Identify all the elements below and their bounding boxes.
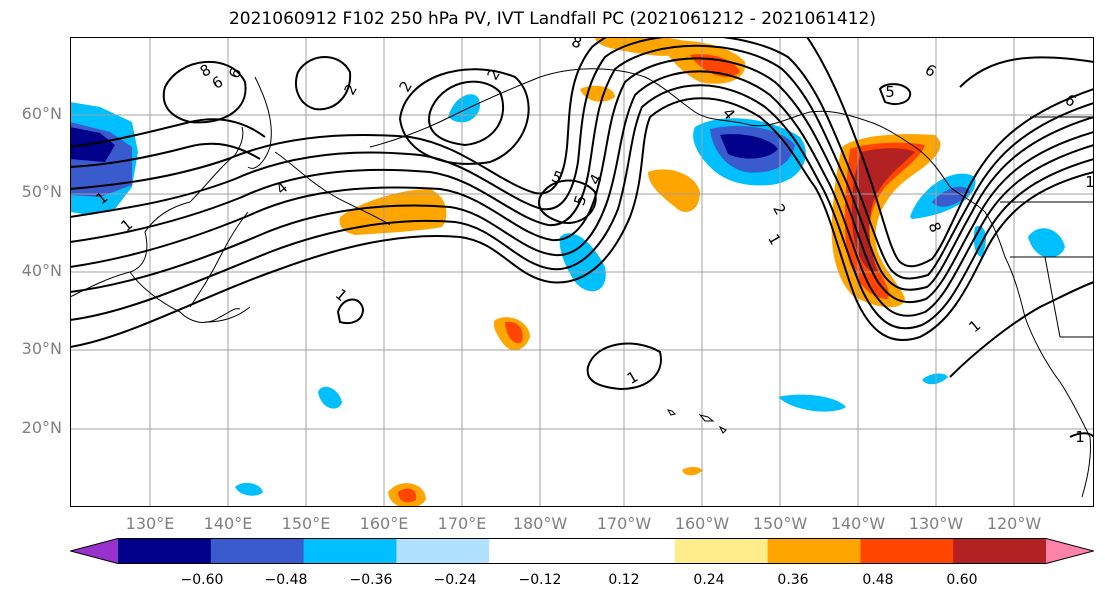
latitude-label: 40°N: [21, 261, 62, 280]
colorbar-outline: [70, 538, 1094, 564]
pv-contour-closed: [295, 56, 352, 111]
colorbar-tick-label: 0.36: [777, 572, 809, 588]
pv-contour-closed: [538, 179, 597, 224]
latitude-label: 20°N: [21, 418, 62, 437]
pos-anomaly-small: [648, 169, 700, 212]
longitude-label: 130°W: [908, 514, 964, 533]
contour-label: 5: [885, 83, 895, 101]
neg-anomaly-small: [559, 233, 606, 292]
pos-anomaly-kuroshio: [339, 189, 447, 235]
longitude-label: 140°E: [203, 514, 253, 533]
coastline-hawaii: [666, 409, 727, 434]
colorbar-tick-label: 0.12: [608, 572, 640, 588]
pv-contour-closed: [162, 60, 247, 124]
pos-anomaly-mid-core: [505, 321, 523, 344]
pv-contours: [70, 37, 1094, 438]
pv-contour-closed: [336, 298, 365, 325]
longitude-label: 160°E: [359, 514, 409, 533]
pv-contour-closed: [398, 68, 530, 165]
longitude-label: 170°E: [437, 514, 487, 533]
longitude-label: 170°W: [596, 514, 652, 533]
neg-anomaly-small: [778, 394, 846, 412]
pv-contour-closed: [586, 342, 662, 391]
latitude-label: 30°N: [21, 339, 62, 358]
neg-anomaly-small: [235, 482, 263, 496]
pv-contour: [1069, 432, 1094, 438]
colorbar-segment: [767, 538, 861, 564]
coastline-kamchatka: [247, 76, 391, 226]
colorbar-tick-label: 0.60: [946, 572, 978, 588]
pv-contour: [70, 44, 1094, 291]
gridlines: [70, 37, 1094, 507]
pv-contour: [70, 142, 261, 168]
colorbar: [70, 538, 1094, 564]
latitude-label: 60°N: [21, 104, 62, 123]
longitude-label: 160°W: [674, 514, 730, 533]
colorbar-segment: [303, 538, 397, 564]
ivt-shading: [70, 37, 1065, 507]
contour-label: 1: [1085, 173, 1094, 191]
colorbar-tick-label: −0.12: [518, 572, 562, 588]
pv-contour-closed: [428, 80, 505, 147]
neg-anomaly-small: [922, 373, 948, 385]
longitude-label: 150°E: [281, 514, 331, 533]
neg-anomaly-small: [318, 386, 342, 409]
longitude-label: 150°W: [752, 514, 808, 533]
pv-contour: [70, 118, 266, 148]
colorbar-segment: [396, 538, 490, 564]
pv-contour: [805, 37, 1094, 268]
colorbar-extend-max: [1046, 538, 1094, 564]
coastline-state-borders: [1000, 116, 1094, 338]
coastlines: [70, 68, 1094, 498]
pos-anomaly-tiny: [682, 467, 702, 476]
pv-contour: [70, 57, 1094, 304]
coastline-asia: [70, 126, 244, 323]
colorbar-segment: [860, 538, 954, 564]
colorbar-segment: [674, 538, 769, 564]
pv-contour: [70, 70, 1094, 317]
colorbar-tick-label: −0.24: [433, 572, 477, 588]
pv-contour: [70, 97, 1094, 348]
colorbar-segment: [210, 538, 305, 564]
colorbar-tick-label: 0.48: [862, 572, 894, 588]
colorbar-tick-label: −0.36: [349, 572, 393, 588]
pv-contour: [949, 281, 1094, 378]
map-title: 2021060912 F102 250 hPa PV, IVT Landfall…: [228, 9, 876, 29]
map-panel: 8 6 5 4 2 1 1 1 1 2 4 5 6 8 6 4 2 1 1 5 …: [70, 37, 1094, 507]
longitude-label: 140°W: [830, 514, 886, 533]
map-border: [70, 37, 1094, 507]
pv-contour-closed: [878, 83, 912, 105]
longitude-label: 130°E: [125, 514, 175, 533]
coastline-aleutians: [369, 76, 541, 148]
pv-contour: [959, 56, 1094, 88]
neg-anomaly-gulf-core: [720, 134, 778, 159]
coastline-alaska: [539, 68, 1091, 498]
longitude-label: 120°W: [986, 514, 1042, 533]
colorbar-segment: [953, 538, 1047, 564]
colorbar-tick-label: −0.48: [264, 572, 308, 588]
colorbar-segment: [582, 538, 676, 564]
longitude-label: 180°W: [512, 514, 568, 533]
colorbar-tick-label: 0.24: [693, 572, 725, 588]
pv-contour: [70, 37, 1094, 280]
pv-contour: [70, 84, 1094, 330]
pv-contour: [70, 37, 609, 195]
colorbar-tick-label: −0.60: [180, 572, 224, 588]
colorbar-extend-min: [70, 538, 118, 564]
colorbar-segment: [489, 538, 583, 564]
neg-anomaly-east: [1028, 228, 1065, 258]
pos-anomaly-south-core: [398, 488, 417, 503]
colorbar-segment: [118, 538, 212, 564]
coastline-japan: [189, 211, 251, 323]
neg-anomaly-coast-mid: [932, 186, 970, 207]
latitude-label: 50°N: [21, 182, 62, 201]
contour-label: 1: [1075, 428, 1085, 446]
